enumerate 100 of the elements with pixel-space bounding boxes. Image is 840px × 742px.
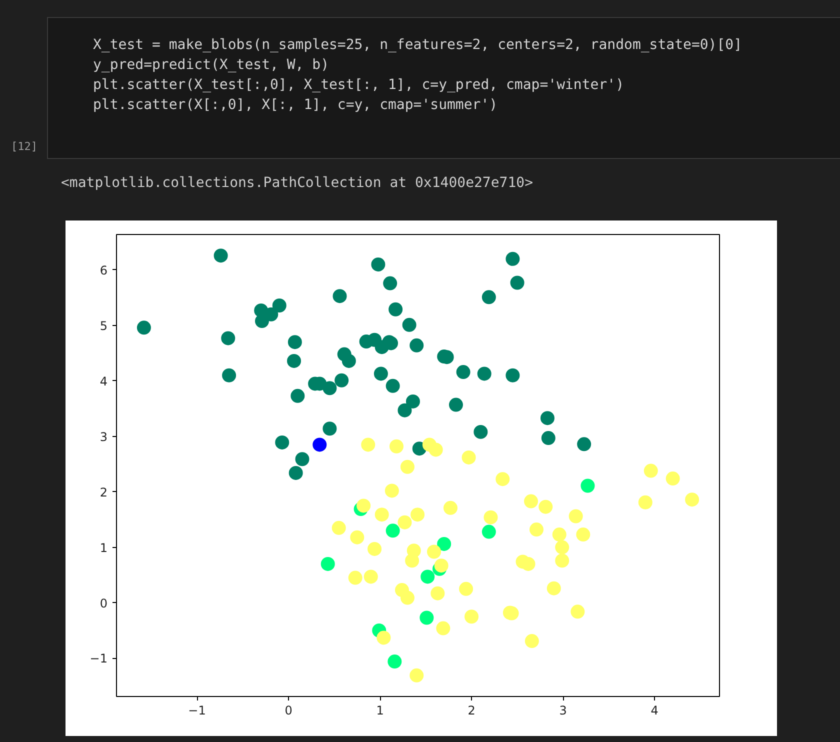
point	[644, 464, 658, 478]
y-tick-label: 4	[100, 374, 108, 388]
point	[400, 460, 414, 474]
point	[410, 508, 425, 522]
x-tick-label: −1	[188, 704, 206, 718]
point	[410, 668, 424, 682]
point	[521, 556, 536, 571]
point	[638, 495, 652, 510]
point	[506, 252, 520, 266]
point	[312, 438, 327, 452]
point	[388, 654, 402, 669]
y-tick-label: 1	[100, 540, 108, 555]
point	[361, 438, 376, 452]
point	[221, 331, 236, 346]
point	[576, 528, 590, 542]
point	[555, 554, 570, 568]
point	[322, 422, 337, 436]
y-tick-label: 6	[100, 263, 108, 278]
text: <matplotlib.collections.PathCollection at 0x1400e27e710>	[61, 174, 534, 193]
point	[371, 257, 386, 272]
point	[264, 307, 278, 322]
point	[275, 435, 290, 450]
x-tick-label: 0	[284, 704, 292, 718]
point	[552, 528, 566, 542]
point	[288, 335, 302, 350]
point	[332, 520, 346, 535]
point	[364, 570, 378, 584]
y-tick-label: 3	[100, 430, 108, 444]
point	[436, 621, 450, 636]
point	[214, 248, 228, 263]
point	[320, 556, 335, 571]
text: [12]	[11, 139, 38, 155]
point	[427, 544, 442, 559]
point	[462, 450, 476, 464]
point	[410, 338, 424, 352]
point	[428, 442, 443, 457]
point	[388, 302, 403, 316]
point	[448, 398, 463, 412]
y-tick-label: 5	[100, 318, 108, 333]
point	[254, 314, 269, 328]
x-tick-label: 3	[559, 704, 567, 718]
x-tick-label: 2	[468, 704, 476, 718]
text: plt.scatter(X_test[:,0], X_test[:, 1], c=y_pred, cmap='winter')	[93, 76, 626, 95]
point	[295, 452, 310, 466]
point	[555, 540, 570, 554]
point	[342, 354, 356, 368]
point	[430, 586, 445, 600]
point	[287, 354, 302, 368]
point	[484, 510, 498, 524]
point	[384, 484, 399, 498]
point	[348, 570, 362, 585]
point	[400, 590, 414, 605]
point	[420, 570, 435, 584]
point	[568, 509, 583, 524]
point	[272, 298, 286, 312]
point	[374, 508, 389, 522]
point	[577, 437, 592, 452]
point	[510, 276, 524, 290]
point	[398, 403, 412, 418]
point	[570, 604, 585, 619]
point	[666, 472, 680, 486]
x-tick-label: 4	[650, 704, 658, 718]
y-tick-label: 0	[100, 596, 108, 610]
point	[402, 318, 416, 332]
point	[482, 290, 496, 304]
point	[389, 439, 404, 454]
point	[540, 411, 554, 426]
point	[350, 530, 364, 544]
point	[332, 289, 347, 304]
point	[482, 524, 496, 539]
text: plt.scatter(X[:,0], X[:, 1], c=y, cmap='summer')	[93, 96, 499, 115]
point	[538, 500, 553, 514]
point	[477, 366, 492, 381]
point	[322, 381, 337, 396]
y-tick-label: −1	[90, 652, 108, 666]
point	[290, 388, 305, 403]
point	[580, 478, 595, 493]
text: y_pred=predict(X_test, W, b)	[93, 56, 330, 75]
point	[386, 378, 400, 393]
point	[434, 558, 448, 573]
point	[524, 494, 538, 508]
point	[474, 424, 488, 439]
y-tick-label: 2	[100, 485, 108, 500]
point	[222, 368, 236, 382]
point	[496, 472, 510, 486]
point	[406, 394, 420, 408]
point	[506, 368, 520, 382]
point	[464, 610, 479, 624]
text: X_test = make_blobs(n_samples=25, n_features=2, centers=2, random_state=0)[0]	[93, 36, 742, 55]
point	[386, 524, 400, 538]
point	[288, 466, 303, 480]
point	[456, 365, 470, 380]
point	[376, 630, 391, 645]
point	[374, 366, 388, 381]
point	[136, 320, 151, 335]
point	[437, 536, 452, 551]
point	[685, 492, 700, 507]
point	[420, 610, 434, 625]
point	[443, 500, 458, 515]
point	[546, 581, 561, 596]
